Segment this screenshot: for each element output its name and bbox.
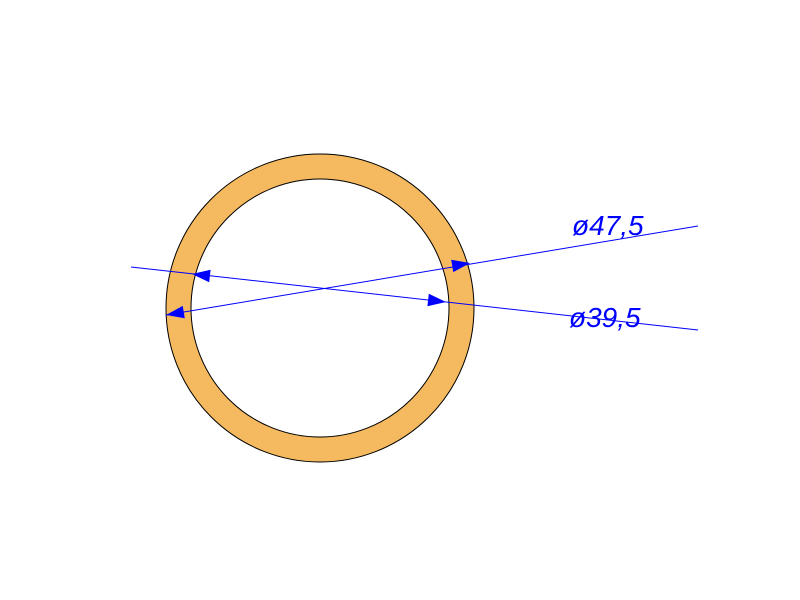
outer-diameter-label: ø47,5: [572, 210, 644, 242]
annulus-shape: [166, 154, 474, 462]
inner-diameter-label: ø39,5: [569, 302, 641, 334]
inner-arrow-right: [427, 294, 446, 307]
drawing-canvas: ø47,5 ø39,5: [0, 0, 800, 600]
technical-drawing-svg: [0, 0, 800, 600]
ring-fill: [166, 154, 474, 462]
